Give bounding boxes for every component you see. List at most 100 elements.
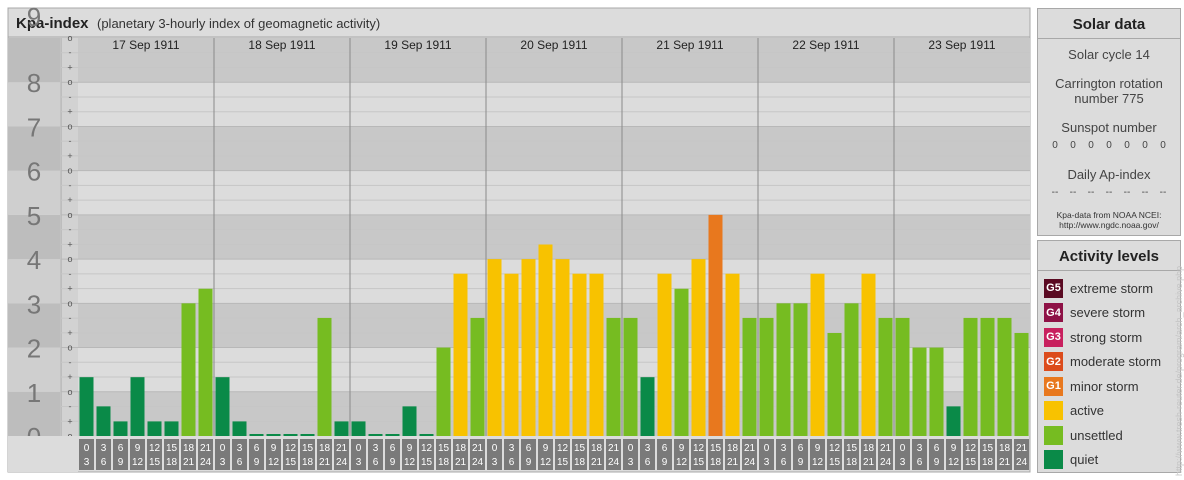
interval-start: 0 (900, 443, 906, 454)
ap-value: -- (1123, 187, 1131, 198)
interval-box (538, 439, 553, 470)
interval-end: 21 (727, 457, 739, 468)
minor-mark: o (67, 210, 72, 220)
level-minor-storm: G1 minor storm (1038, 374, 1180, 399)
interval-start: 6 (254, 443, 260, 454)
interval-end: 3 (356, 457, 362, 468)
interval-box (164, 439, 179, 470)
level-label: minor storm (1070, 378, 1139, 394)
interval-start: 9 (135, 443, 141, 454)
chart-title: Kpa-index (16, 15, 89, 32)
interval-start: 0 (764, 443, 770, 454)
watermark: http://www.tresh-reuter.de/program/arch_… (1174, 265, 1184, 476)
interval-end: 24 (880, 457, 892, 468)
kp-bar (895, 317, 910, 436)
kp-bar (317, 317, 332, 436)
interval-start: 3 (781, 443, 787, 454)
kp-bar (266, 434, 281, 436)
interval-end: 12 (948, 457, 960, 468)
ap-value: -- (1087, 187, 1095, 198)
interval-start: 15 (710, 443, 722, 454)
interval-end: 18 (846, 457, 858, 468)
interval-end: 21 (455, 457, 467, 468)
plot-band (78, 170, 1030, 215)
axis-band (8, 214, 60, 260)
interval-start: 9 (407, 443, 413, 454)
interval-end: 9 (118, 457, 124, 468)
axis-band (8, 82, 60, 127)
level-badge: G5 (1044, 278, 1063, 298)
interval-box (742, 439, 757, 470)
y-tick-label: 7 (27, 112, 41, 142)
interval-start: 21 (200, 443, 212, 454)
minor-axis-column (61, 38, 78, 436)
interval-box (793, 439, 808, 470)
interval-start: 12 (829, 443, 841, 454)
interval-end: 15 (829, 457, 841, 468)
interval-start: 15 (846, 443, 858, 454)
interval-end: 12 (132, 457, 144, 468)
interval-end: 18 (302, 457, 314, 468)
interval-end: 24 (744, 457, 756, 468)
kp-bar (691, 259, 706, 436)
level-active: active (1038, 399, 1180, 424)
interval-box (334, 439, 349, 470)
interval-start: 0 (492, 443, 498, 454)
minor-mark: + (67, 195, 72, 205)
interval-box (623, 439, 638, 470)
interval-box (317, 439, 332, 470)
interval-box (555, 439, 570, 470)
plot-band (78, 38, 1030, 83)
minor-mark: o (67, 77, 72, 87)
interval-end: 24 (1016, 457, 1028, 468)
minor-mark: o (67, 33, 72, 43)
interval-end: 6 (781, 457, 787, 468)
interval-start: 3 (509, 443, 515, 454)
minor-mark: o (67, 254, 72, 264)
interval-end: 18 (574, 457, 586, 468)
kp-bar (436, 347, 451, 436)
solar-cycle: Solar cycle 14 (1068, 47, 1150, 62)
interval-box (368, 439, 383, 470)
interval-end: 3 (84, 457, 90, 468)
level-label: extreme storm (1070, 280, 1154, 296)
interval-end: 9 (526, 457, 532, 468)
minor-mark: + (67, 416, 72, 426)
interval-end: 18 (438, 457, 450, 468)
kp-bar (980, 317, 995, 436)
kp-bar (674, 288, 689, 436)
interval-start: 12 (149, 443, 161, 454)
activity-levels-panel: Activity levels G5 extreme storm G4 seve… (1037, 240, 1181, 473)
kp-bar (657, 273, 672, 436)
interval-box (130, 439, 145, 470)
minor-mark: - (69, 225, 72, 235)
interval-end: 9 (798, 457, 804, 468)
kp-bar (640, 377, 655, 436)
sunspot-value: 0 (1106, 140, 1112, 151)
interval-box (198, 439, 213, 470)
interval-box (402, 439, 417, 470)
interval-end: 6 (101, 457, 107, 468)
interval-end: 15 (285, 457, 297, 468)
interval-end: 21 (183, 457, 195, 468)
solar-data-title: Solar data (1038, 9, 1180, 39)
kp-bar (147, 421, 162, 436)
interval-box (266, 439, 281, 470)
kp-bar (606, 317, 621, 436)
interval-start: 15 (302, 443, 314, 454)
interval-box (521, 439, 536, 470)
interval-start: 6 (798, 443, 804, 454)
minor-mark: + (67, 284, 72, 294)
interval-box (1014, 439, 1029, 470)
interval-start: 18 (183, 443, 195, 454)
interval-box (215, 439, 230, 470)
level-strong-storm: G3 strong storm (1038, 325, 1180, 350)
interval-start: 18 (591, 443, 603, 454)
interval-end: 18 (710, 457, 722, 468)
kp-bar (402, 406, 417, 436)
interval-start: 21 (472, 443, 484, 454)
level-moderate-storm: G2 moderate storm (1038, 350, 1180, 375)
kp-bar (419, 434, 434, 436)
interval-start: 3 (237, 443, 243, 454)
interval-end: 15 (965, 457, 977, 468)
